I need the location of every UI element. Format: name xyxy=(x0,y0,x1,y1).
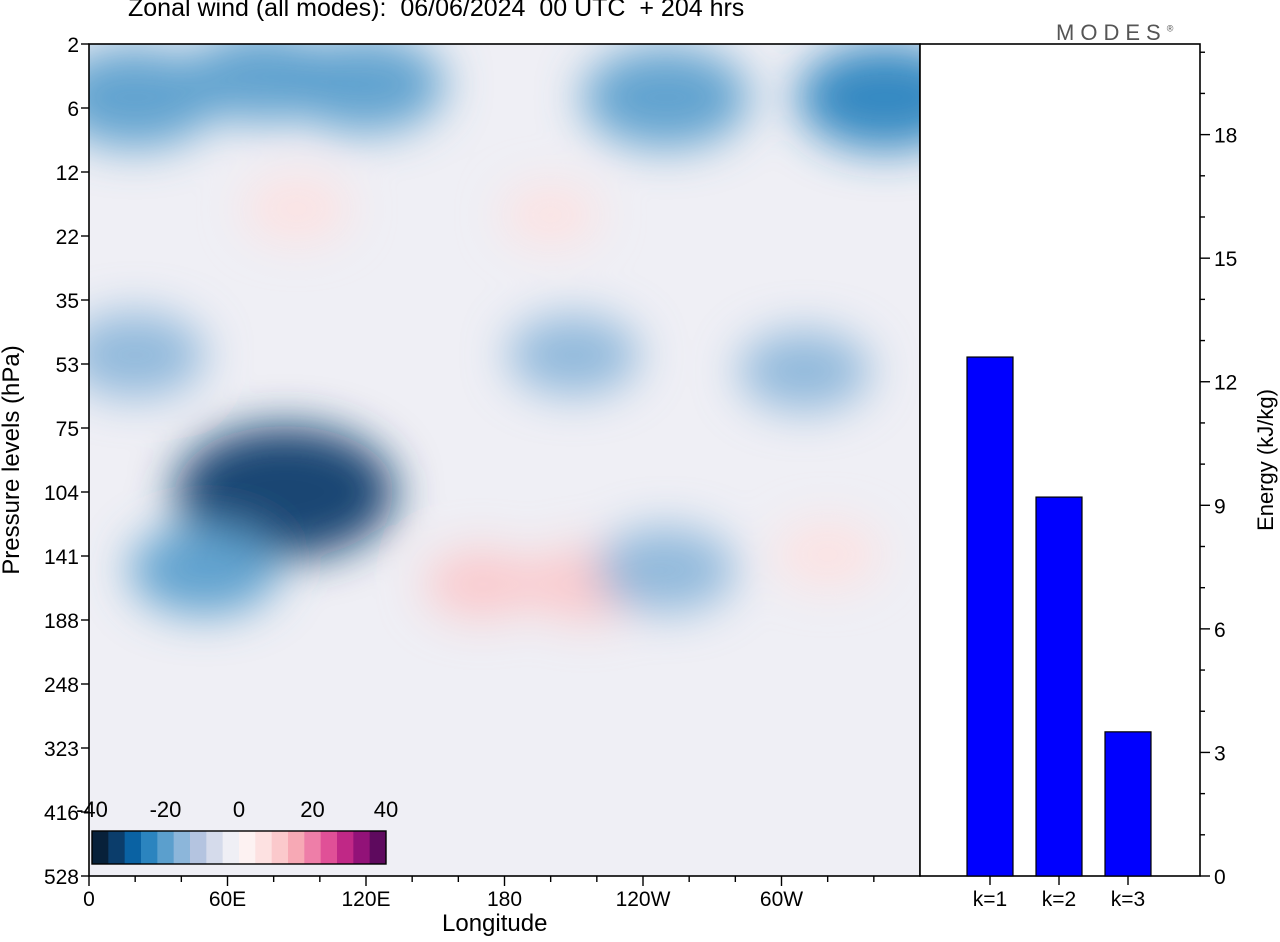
y-tick-label: 22 xyxy=(56,226,79,249)
heatmap-region xyxy=(89,312,206,398)
heatmap-region xyxy=(89,46,219,148)
energy-y-tick-label: 12 xyxy=(1214,372,1237,395)
x-tick-label: 180 xyxy=(487,888,522,911)
energy-y-tick-label: 15 xyxy=(1214,248,1237,271)
y-tick-label: 323 xyxy=(44,738,79,761)
x-axis-label: Longitude xyxy=(442,910,548,937)
heatmap-region xyxy=(582,46,750,148)
colorbar-swatch xyxy=(353,831,371,864)
y-tick-label: 528 xyxy=(44,866,79,889)
heatmap-region xyxy=(244,176,350,242)
heatmap-region xyxy=(129,524,280,616)
y-tick-label: 104 xyxy=(44,482,79,505)
colorbar-frame xyxy=(91,830,387,865)
colorbar: -40 -20 0 20 40 xyxy=(76,797,398,865)
colorbar-label: 20 xyxy=(300,797,324,822)
energy-y-tick-label: 18 xyxy=(1214,125,1237,148)
colorbar-swatch xyxy=(271,831,289,864)
heatmap-region xyxy=(502,185,599,245)
colorbar-swatch xyxy=(124,831,142,864)
y-tick-label: 141 xyxy=(44,546,79,569)
y-tick-label: 75 xyxy=(56,418,79,441)
colorbar-swatch xyxy=(369,831,387,864)
colorbar-swatch xyxy=(157,831,175,864)
heatmap-region xyxy=(175,425,396,559)
energy-x-tick-label: k=2 xyxy=(1042,888,1076,911)
colorbar-swatch xyxy=(190,831,207,864)
heatmap-x-axis: 0 60E 120E 180 120W 60W xyxy=(83,876,875,911)
logo-mark: ® xyxy=(1166,23,1174,34)
energy-y-axis: 0 3 6 9 12 15 18 xyxy=(1200,51,1237,889)
colorbar-label: 40 xyxy=(374,797,398,822)
y-tick-label: 35 xyxy=(56,290,79,313)
x-tick-label: 120W xyxy=(616,888,671,911)
heatmap-region xyxy=(507,314,640,396)
y-tick-label: 53 xyxy=(56,354,79,377)
energy-x-tick-label: k=3 xyxy=(1111,888,1145,911)
energy-axis-label: Energy (kJ/kg) xyxy=(1253,389,1278,531)
modes-logo: MODES® xyxy=(1056,20,1173,46)
energy-bar xyxy=(966,356,1014,877)
energy-y-tick-label: 0 xyxy=(1214,866,1226,889)
colorbar-label: -20 xyxy=(150,797,182,822)
energy-y-tick-label: 3 xyxy=(1214,742,1226,765)
heatmap-region xyxy=(595,526,737,613)
y-tick-label: 416 xyxy=(44,802,79,825)
y-tick-label: 188 xyxy=(44,610,79,633)
heatmap-region xyxy=(775,522,881,587)
colorbar-swatch xyxy=(255,831,273,864)
energy-y-tick-label: 6 xyxy=(1214,619,1226,642)
colorbar-label: -40 xyxy=(76,797,108,822)
energy-x-axis: k=1 k=2 k=3 xyxy=(973,876,1145,911)
colorbar-swatch xyxy=(108,831,126,864)
colorbar-swatch xyxy=(141,831,158,864)
chart-title: Zonal wind (all modes): 06/06/2024 00 UT… xyxy=(128,0,745,22)
colorbar-swatch xyxy=(320,831,338,864)
x-tick-label: 60W xyxy=(760,888,803,911)
energy-bar xyxy=(1035,496,1083,877)
x-tick-label: 60E xyxy=(209,888,246,911)
heatmap-region xyxy=(738,330,871,412)
heatmap-panel: 2 6 12 22 35 53 75 104 141 188 248 323 416 528 0 60E 12… xyxy=(44,34,921,911)
colorbar-swatch xyxy=(288,831,305,864)
y-tick-label: 248 xyxy=(44,674,79,697)
y-tick-label: 6 xyxy=(67,98,79,121)
colorbar-label: 0 xyxy=(233,797,245,822)
heatmap-region xyxy=(424,549,539,620)
colorbar-swatch xyxy=(92,831,109,864)
colorbar-swatch xyxy=(206,831,224,864)
heatmap-region xyxy=(287,44,445,133)
y-axis-label: Pressure levels (hPa) xyxy=(0,345,25,575)
heatmap-y-axis: 2 6 12 22 35 53 75 104 141 188 248 323 416 528 xyxy=(44,34,89,889)
energy-bar xyxy=(1104,731,1152,877)
y-tick-label: 2 xyxy=(67,34,79,57)
x-tick-label: 0 xyxy=(83,888,95,911)
colorbar-swatch xyxy=(304,831,322,864)
energy-y-tick-label: 9 xyxy=(1214,495,1226,518)
x-tick-label: 120E xyxy=(341,888,390,911)
colorbar-swatch xyxy=(239,831,256,864)
heatmap-region xyxy=(797,44,920,151)
y-tick-label: 12 xyxy=(56,162,79,185)
colorbar-swatch xyxy=(337,831,354,864)
logo-text: MODES xyxy=(1056,20,1167,45)
colorbar-swatch xyxy=(222,831,240,864)
colorbar-swatch xyxy=(173,831,191,864)
energy-x-tick-label: k=1 xyxy=(973,888,1007,911)
heatmap-regions xyxy=(89,44,920,622)
bar-panel: 0 3 6 9 12 15 18 k=1 k=2 k=3 xyxy=(919,43,1237,911)
